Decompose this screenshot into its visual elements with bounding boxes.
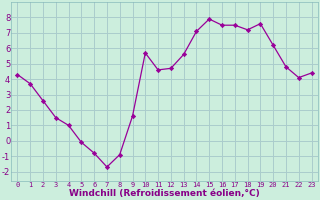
X-axis label: Windchill (Refroidissement éolien,°C): Windchill (Refroidissement éolien,°C) <box>69 189 260 198</box>
